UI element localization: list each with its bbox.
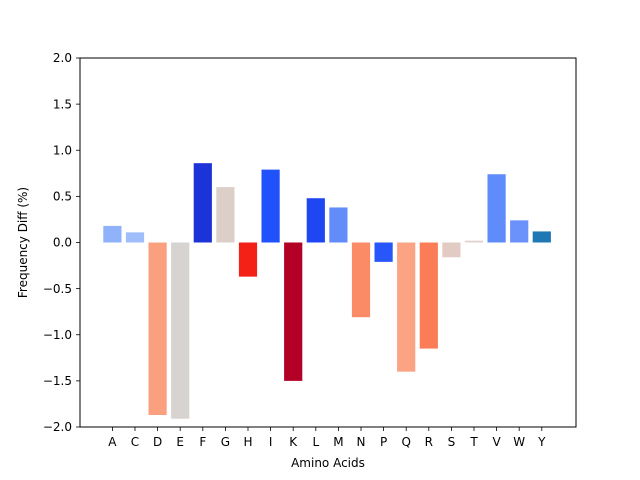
- y-tick-label: 1.5: [53, 97, 72, 111]
- x-tick-label-V: V: [492, 435, 501, 449]
- bar-E: [171, 242, 190, 419]
- bar-L: [306, 198, 325, 243]
- y-tick-label: 2.0: [53, 51, 72, 65]
- bar-F: [193, 163, 212, 243]
- bars-group: [103, 163, 551, 419]
- x-tick-label-E: E: [176, 435, 184, 449]
- bar-S: [442, 242, 461, 258]
- x-tick-label-M: M: [333, 435, 343, 449]
- x-tick-label-A: A: [108, 435, 117, 449]
- y-tick-label: −2.0: [43, 420, 72, 434]
- y-tick-label: −1.0: [43, 328, 72, 342]
- x-tick-label-T: T: [469, 435, 478, 449]
- bar-H: [238, 242, 258, 277]
- bar-K: [284, 242, 303, 381]
- y-tick-label: 0.0: [53, 236, 72, 250]
- y-tick-label: −0.5: [43, 282, 72, 296]
- x-tick-label-K: K: [289, 435, 298, 449]
- bar-R: [419, 242, 438, 349]
- x-tick-label-W: W: [513, 435, 525, 449]
- bar-G: [216, 187, 235, 243]
- x-tick-label-F: F: [199, 435, 206, 449]
- bar-C: [125, 232, 145, 243]
- bar-N: [351, 242, 371, 318]
- bar-Q: [397, 242, 416, 372]
- y-tick-label: 1.0: [53, 143, 72, 157]
- bar-A: [103, 225, 122, 243]
- x-tick-label-L: L: [312, 435, 319, 449]
- x-tick-label-Q: Q: [401, 435, 410, 449]
- x-axis-label: Amino Acids: [291, 456, 365, 470]
- y-axis: 2.0 1.5 1.0 0.5 0.0 −0.5 −1.0 −1.5 −2.0: [43, 51, 80, 434]
- x-tick-label-S: S: [448, 435, 456, 449]
- x-tick-label-D: D: [153, 435, 162, 449]
- x-tick-label-P: P: [380, 435, 387, 449]
- x-tick-label-I: I: [269, 435, 273, 449]
- x-tick-label-R: R: [425, 435, 433, 449]
- x-tick-label-H: H: [243, 435, 252, 449]
- y-tick-label: 0.5: [53, 190, 72, 204]
- y-tick-label: −1.5: [43, 374, 72, 388]
- bar-W: [510, 220, 529, 243]
- bar-V: [487, 174, 506, 243]
- bar-D: [148, 242, 167, 416]
- y-axis-label: Frequency Diff (%): [16, 187, 30, 298]
- x-tick-label-C: C: [131, 435, 139, 449]
- bar-T: [464, 240, 484, 243]
- bar-Y: [532, 231, 551, 243]
- x-tick-label-G: G: [221, 435, 230, 449]
- bar-P: [374, 242, 393, 262]
- bar-I: [261, 169, 280, 243]
- x-tick-label-Y: Y: [537, 435, 546, 449]
- bar-M: [329, 207, 348, 243]
- x-tick-label-N: N: [357, 435, 366, 449]
